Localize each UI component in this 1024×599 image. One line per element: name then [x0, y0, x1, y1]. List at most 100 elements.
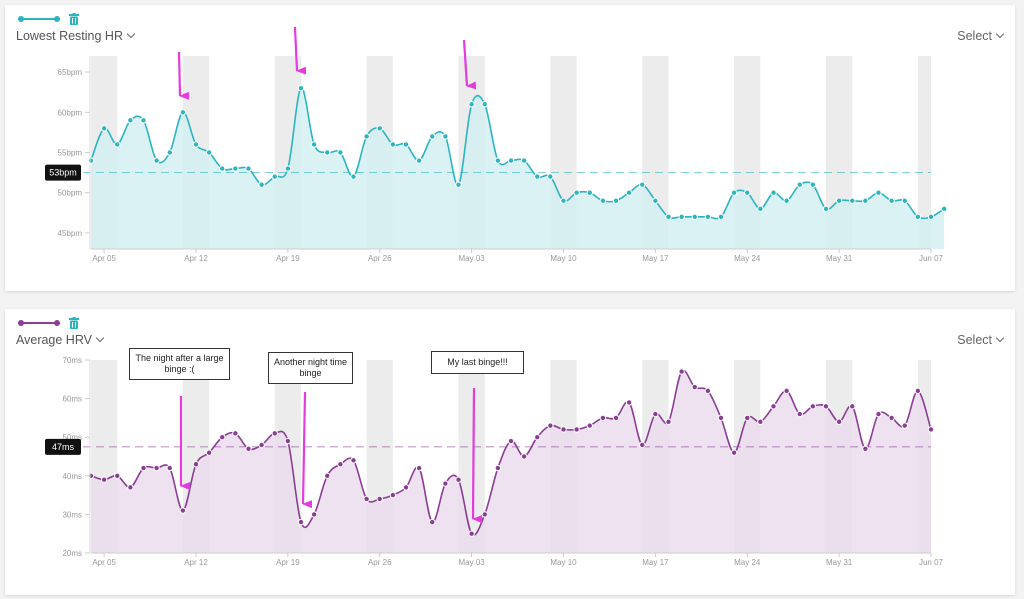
data-point[interactable]	[822, 205, 830, 212]
data-point[interactable]	[140, 464, 147, 472]
data-point[interactable]	[127, 484, 134, 491]
data-point[interactable]	[350, 173, 357, 180]
data-point[interactable]	[849, 403, 856, 410]
data-point[interactable]	[258, 181, 265, 188]
data-point[interactable]	[770, 189, 777, 196]
data-point[interactable]	[100, 476, 108, 483]
data-point[interactable]	[717, 213, 725, 221]
data-point[interactable]	[888, 414, 895, 422]
data-point[interactable]	[625, 189, 633, 196]
data-point[interactable]	[232, 430, 239, 437]
data-point[interactable]	[783, 387, 790, 395]
data-point[interactable]	[455, 181, 462, 188]
data-point[interactable]	[271, 173, 278, 180]
data-point[interactable]	[114, 472, 121, 480]
data-point[interactable]	[245, 165, 252, 172]
metric-dropdown[interactable]: Average HRV	[16, 333, 105, 347]
data-point[interactable]	[730, 449, 738, 456]
data-point[interactable]	[205, 149, 213, 156]
data-point[interactable]	[901, 197, 908, 204]
line-dot-icon[interactable]	[18, 318, 60, 328]
data-point[interactable]	[822, 403, 830, 410]
data-point[interactable]	[179, 109, 187, 116]
data-point[interactable]	[271, 430, 278, 437]
data-point[interactable]	[547, 422, 554, 429]
data-point[interactable]	[796, 410, 803, 418]
metric-dropdown[interactable]: Lowest Resting HR	[16, 29, 136, 43]
data-point[interactable]	[770, 403, 777, 410]
data-point[interactable]	[704, 213, 712, 221]
data-point[interactable]	[875, 410, 882, 418]
data-point[interactable]	[520, 453, 528, 460]
data-point[interactable]	[363, 133, 370, 140]
data-point[interactable]	[114, 141, 121, 148]
data-point[interactable]	[665, 213, 672, 221]
data-point[interactable]	[284, 437, 292, 445]
data-point[interactable]	[875, 189, 882, 196]
data-point[interactable]	[468, 101, 475, 108]
data-point[interactable]	[560, 197, 567, 204]
data-point[interactable]	[363, 495, 370, 503]
data-point[interactable]	[691, 213, 698, 221]
data-point[interactable]	[862, 445, 869, 452]
data-point[interactable]	[153, 157, 160, 164]
select-dropdown[interactable]: Select	[957, 29, 1005, 43]
data-point[interactable]	[192, 461, 200, 468]
data-point[interactable]	[166, 464, 173, 472]
data-point[interactable]	[744, 414, 751, 422]
data-point[interactable]	[481, 101, 488, 108]
data-point[interactable]	[704, 387, 712, 395]
data-point[interactable]	[914, 213, 922, 221]
data-point[interactable]	[639, 181, 646, 188]
data-point[interactable]	[927, 213, 935, 221]
data-point[interactable]	[442, 133, 449, 140]
data-point[interactable]	[888, 197, 895, 204]
data-point[interactable]	[481, 511, 488, 518]
data-point[interactable]	[678, 368, 685, 375]
data-point[interactable]	[757, 205, 764, 212]
data-point[interactable]	[534, 173, 541, 180]
data-point[interactable]	[717, 414, 725, 422]
data-point[interactable]	[310, 511, 318, 518]
data-point[interactable]	[87, 157, 95, 164]
data-point[interactable]	[560, 426, 567, 433]
data-point[interactable]	[350, 457, 357, 464]
data-point[interactable]	[297, 84, 305, 92]
data-point[interactable]	[153, 464, 160, 472]
data-point[interactable]	[612, 197, 620, 204]
data-point[interactable]	[507, 437, 515, 445]
data-point[interactable]	[310, 141, 318, 148]
data-point[interactable]	[376, 495, 383, 503]
data-point[interactable]	[573, 426, 580, 433]
data-point[interactable]	[415, 464, 423, 472]
data-point[interactable]	[337, 149, 344, 156]
data-point[interactable]	[520, 157, 528, 164]
data-point[interactable]	[809, 181, 817, 188]
data-point[interactable]	[324, 472, 331, 480]
data-point[interactable]	[284, 165, 292, 172]
data-point[interactable]	[179, 507, 187, 514]
data-point[interactable]	[337, 461, 344, 468]
data-point[interactable]	[455, 476, 462, 483]
line-dot-icon[interactable]	[18, 14, 60, 24]
data-point[interactable]	[652, 197, 659, 204]
data-point[interactable]	[586, 189, 593, 196]
data-point[interactable]	[547, 173, 554, 180]
data-point[interactable]	[468, 530, 475, 537]
data-point[interactable]	[429, 133, 436, 140]
data-point[interactable]	[219, 434, 226, 441]
data-point[interactable]	[232, 165, 239, 172]
data-point[interactable]	[599, 414, 607, 422]
data-point[interactable]	[691, 383, 698, 391]
data-point[interactable]	[835, 197, 843, 204]
data-point[interactable]	[612, 414, 620, 422]
data-point[interactable]	[862, 197, 869, 204]
data-point[interactable]	[835, 418, 843, 425]
data-point[interactable]	[205, 449, 213, 456]
data-point[interactable]	[809, 403, 817, 410]
data-point[interactable]	[258, 441, 265, 449]
data-point[interactable]	[625, 399, 633, 406]
trash-icon[interactable]	[69, 317, 79, 329]
data-point[interactable]	[376, 125, 383, 132]
data-point[interactable]	[442, 480, 449, 487]
